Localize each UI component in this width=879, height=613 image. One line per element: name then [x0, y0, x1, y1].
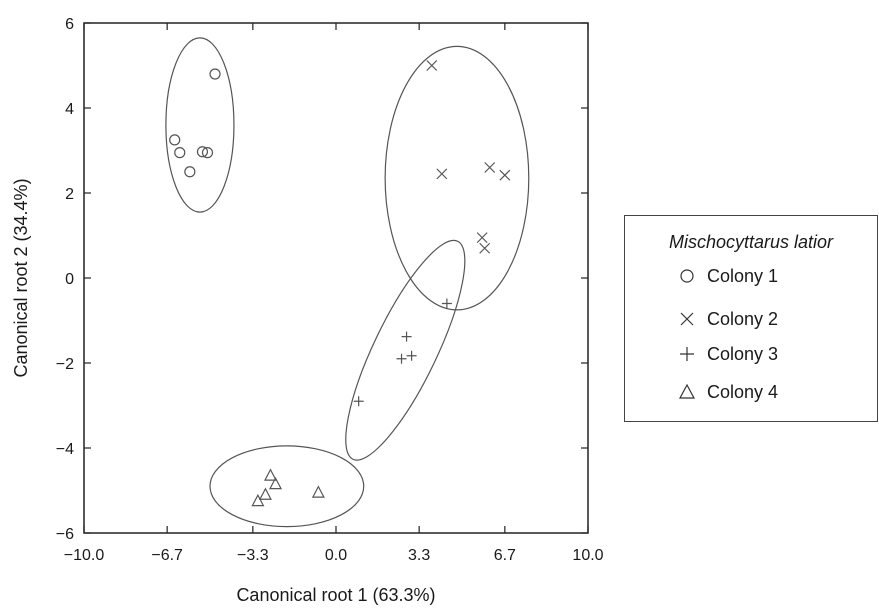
- legend-label: Colony 3: [707, 343, 779, 364]
- data-point-colony-2: [426, 60, 438, 71]
- y-axis-title: Canonical root 2 (34.4%): [11, 178, 31, 377]
- data-point-colony-1: [169, 134, 181, 146]
- legend-item-colony-4: Colony 4: [677, 378, 778, 406]
- cluster-ellipse-colony-3: [345, 239, 466, 461]
- data-point-colony-4: [269, 476, 283, 490]
- y-tick-label: 2: [65, 186, 74, 203]
- legend-title: Mischocyttarus latior: [668, 232, 834, 252]
- data-point-colony-2: [476, 232, 488, 244]
- legend-label: Colony 1: [707, 265, 779, 286]
- triangle-marker-icon: [678, 383, 696, 399]
- y-axis-ticks: −6 −4 −2 0 2 4 6: [56, 16, 588, 543]
- plot-frame: [83, 22, 589, 534]
- data-point-colony-4: [263, 468, 277, 481]
- cluster-ellipse-colony-4: [209, 445, 365, 528]
- x-tick-label: −6.7: [151, 547, 183, 564]
- x-tick-label: −3.3: [237, 547, 269, 564]
- data-point-colony-3: [441, 298, 452, 309]
- data-point-colony-2: [484, 162, 496, 173]
- legend-item-colony-1: Colony 1: [677, 262, 778, 290]
- legend-label: Colony 4: [707, 381, 779, 402]
- data-point-colony-1: [209, 68, 221, 80]
- y-tick-label: 0: [65, 271, 74, 288]
- data-points: [169, 60, 511, 507]
- x-marker-icon: [680, 312, 694, 326]
- data-point-colony-1: [184, 166, 196, 178]
- y-tick-label: 6: [65, 16, 74, 33]
- cluster-ellipse-colony-1: [165, 37, 235, 213]
- circle-marker-icon: [680, 269, 694, 283]
- x-tick-label: 3.3: [408, 547, 430, 564]
- x-axis-ticks: −10.0 −6.7 −3.3 0.0 3.3 6.7 10.0: [64, 23, 604, 564]
- x-tick-label: 10.0: [572, 547, 603, 564]
- cluster-ellipses: [165, 37, 530, 528]
- x-tick-label: 6.7: [494, 547, 516, 564]
- y-tick-label: −4: [56, 441, 74, 458]
- legend-item-colony-2: Colony 2: [677, 305, 778, 333]
- data-point-colony-1: [201, 147, 214, 159]
- plus-marker-icon: [680, 347, 694, 361]
- data-point-colony-1: [174, 147, 186, 159]
- x-tick-label: −10.0: [64, 547, 105, 564]
- data-point-colony-4: [311, 485, 325, 498]
- legend: Mischocyttarus latior Colony 1 Colony 2 …: [624, 215, 878, 422]
- data-point-colony-2: [499, 169, 511, 181]
- y-tick-label: 4: [65, 101, 74, 118]
- x-tick-label: 0.0: [325, 547, 347, 564]
- data-point-colony-1: [196, 146, 209, 158]
- cluster-ellipse-colony-2: [384, 45, 530, 311]
- data-point-colony-3: [401, 331, 412, 342]
- data-point-colony-2: [436, 168, 448, 180]
- data-point-colony-2: [479, 242, 491, 254]
- data-point-colony-3: [406, 350, 417, 361]
- y-tick-label: −6: [56, 526, 74, 543]
- y-tick-label: −2: [56, 356, 74, 373]
- x-axis-title: Canonical root 1 (63.3%): [236, 585, 435, 605]
- data-point-colony-3: [396, 353, 407, 364]
- legend-item-colony-3: Colony 3: [677, 340, 778, 368]
- data-point-colony-4: [258, 487, 272, 500]
- data-point-colony-3: [353, 396, 364, 407]
- data-point-colony-4: [251, 493, 265, 507]
- legend-label: Colony 2: [707, 308, 779, 329]
